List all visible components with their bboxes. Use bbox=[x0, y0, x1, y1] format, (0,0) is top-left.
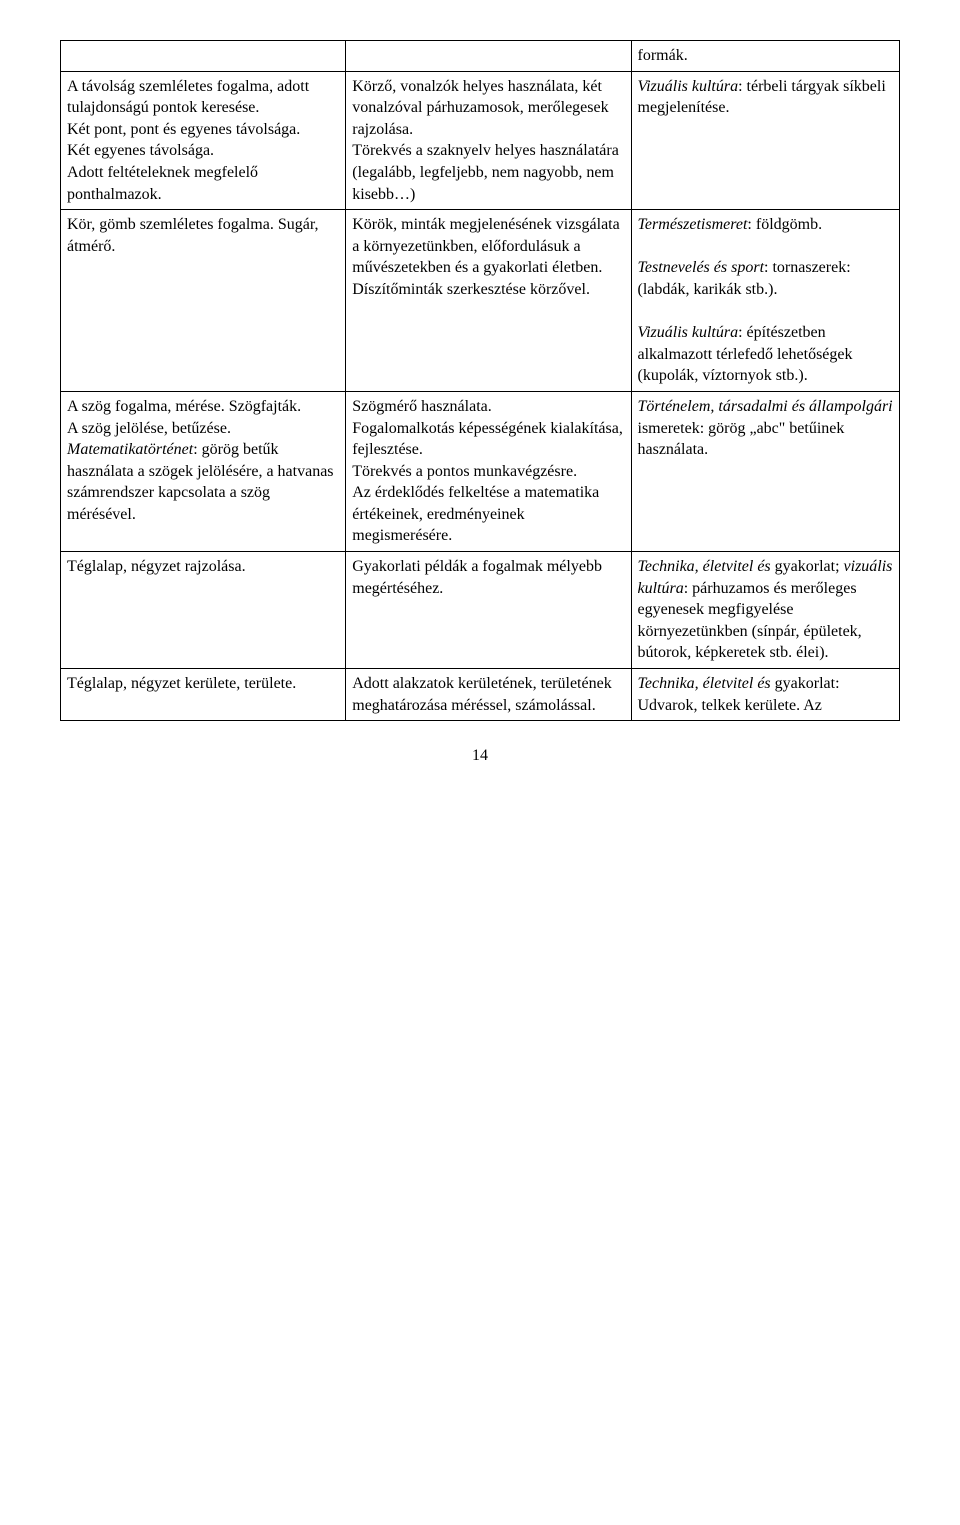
table-cell: Körző, vonalzók helyes használata, két v… bbox=[346, 71, 631, 210]
table-cell: Kör, gömb szemléletes fogalma. Sugár, át… bbox=[61, 210, 346, 392]
table-cell: Adott alakzatok kerületének, területének… bbox=[346, 669, 631, 721]
table-cell: Gyakorlati példák a fogalmak mélyebb meg… bbox=[346, 552, 631, 669]
table-cell: Szögmérő használata.Fogalomalkotás képes… bbox=[346, 391, 631, 551]
table-row: Téglalap, négyzet rajzolása.Gyakorlati p… bbox=[61, 552, 900, 669]
table-cell: Természetismeret: földgömb.Testnevelés é… bbox=[631, 210, 900, 392]
table-row: formák. bbox=[61, 41, 900, 72]
table-cell: Technika, életvitel és gyakorlat; vizuál… bbox=[631, 552, 900, 669]
table-row: A távolság szemléletes fogalma, adott tu… bbox=[61, 71, 900, 210]
table-cell: A távolság szemléletes fogalma, adott tu… bbox=[61, 71, 346, 210]
table-cell: formák. bbox=[631, 41, 900, 72]
table-cell: Körök, minták megjelenésének vizsgálata … bbox=[346, 210, 631, 392]
table-cell: A szög fogalma, mérése. Szögfajták.A szö… bbox=[61, 391, 346, 551]
table-row: Kör, gömb szemléletes fogalma. Sugár, át… bbox=[61, 210, 900, 392]
table-cell: Téglalap, négyzet rajzolása. bbox=[61, 552, 346, 669]
table-cell: Téglalap, négyzet kerülete, területe. bbox=[61, 669, 346, 721]
table-cell bbox=[346, 41, 631, 72]
table-cell: Történelem, társadalmi és állampolgári i… bbox=[631, 391, 900, 551]
curriculum-table: formák. A távolság szemléletes fogalma, a… bbox=[60, 40, 900, 721]
table-cell bbox=[61, 41, 346, 72]
table-row: Téglalap, négyzet kerülete, területe.Ado… bbox=[61, 669, 900, 721]
table-cell: Vizuális kultúra: térbeli tárgyak síkbel… bbox=[631, 71, 900, 210]
table-body: formák. A távolság szemléletes fogalma, a… bbox=[61, 41, 900, 721]
page-number: 14 bbox=[60, 745, 900, 767]
table-cell: Technika, életvitel és gyakorlat: Udvaro… bbox=[631, 669, 900, 721]
table-row: A szög fogalma, mérése. Szögfajták.A szö… bbox=[61, 391, 900, 551]
